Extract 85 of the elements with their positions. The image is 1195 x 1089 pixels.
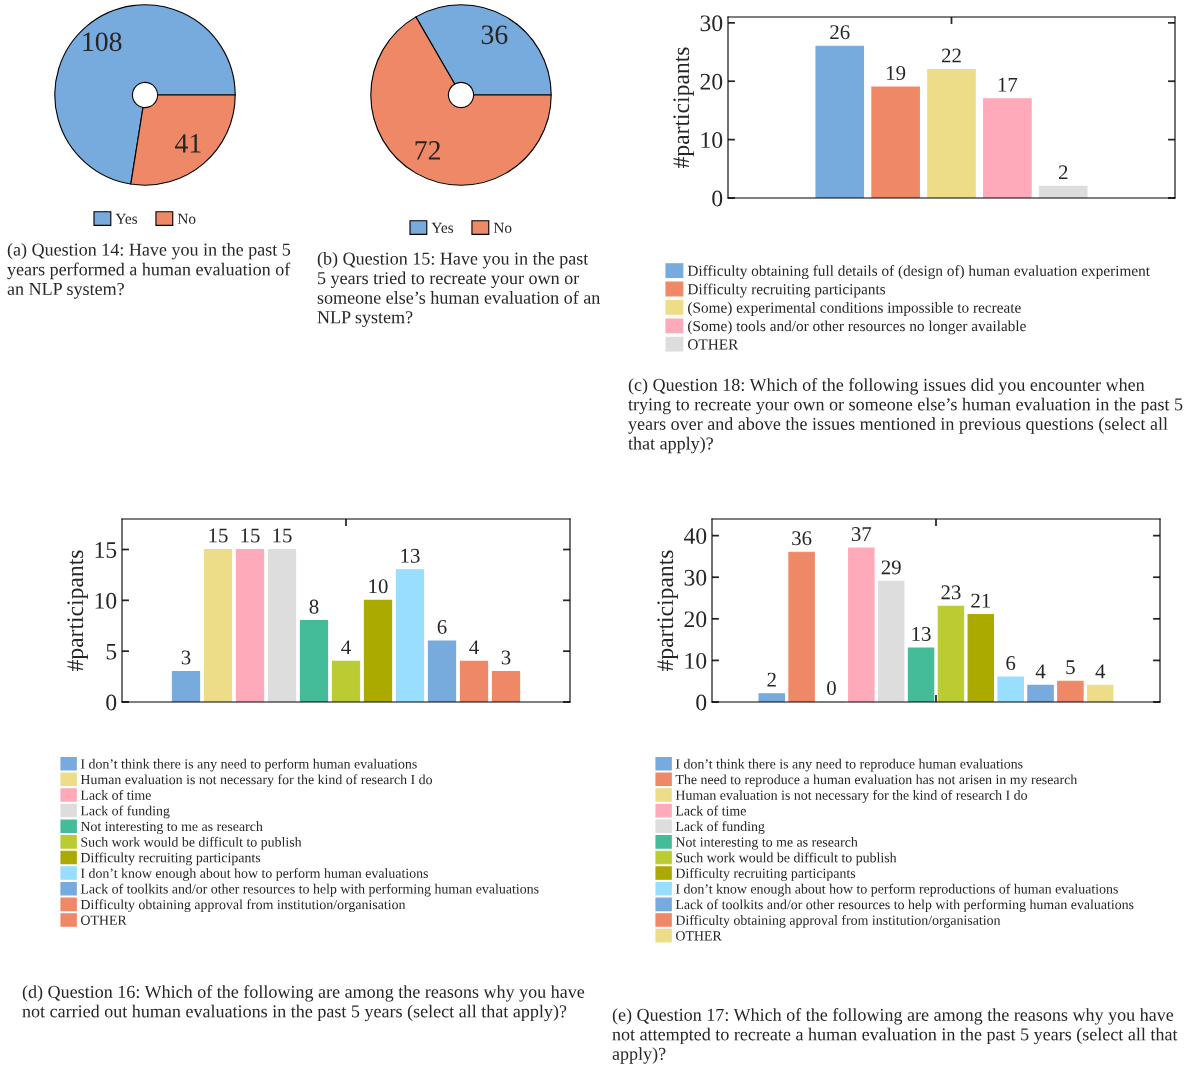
legend-label: OTHER — [675, 931, 722, 941]
text: (a) Question 14: Have you in the past 5 years performed a human evaluation of an NLP system? — [7, 243, 291, 299]
y-tick-label: 30 — [684, 569, 707, 586]
y-tick-label: 5 — [106, 643, 117, 660]
data-label: 3 — [501, 650, 511, 665]
legend-label: I don’t know enough about how to perform reproductions of human evaluations — [675, 883, 1118, 897]
legend-label: Not interesting to me as research — [675, 836, 858, 850]
legend-label: No — [493, 222, 512, 233]
y-axis-title: #participants — [657, 550, 678, 672]
data-label: 19 — [887, 66, 906, 81]
legend-label: Not interesting to me as research — [80, 821, 263, 834]
data-label: 6 — [1006, 656, 1016, 671]
legend-label: Such work would be difficult to publish — [81, 836, 302, 850]
y-tick-label: 40 — [683, 528, 707, 545]
legend-label: Difficulty obtaining approval from institution/organisation — [80, 899, 406, 913]
data-label: 23 — [941, 585, 961, 600]
data-label: 3 — [181, 650, 191, 665]
data-label: 4 — [1035, 664, 1046, 679]
legend-label: Difficulty obtaining full details of (design of) human evaluation experiment — [687, 265, 1150, 280]
data-label: 29 — [881, 560, 901, 575]
legend-label: Lack of toolkits and/or other resources to help with performing human evaluations — [675, 899, 1134, 913]
y-axis-title: #participants — [673, 47, 694, 169]
data-label: 4 — [1095, 664, 1106, 679]
text: (c) Question 18: Which of the following issues did you encounter when trying to recreate your own or someone else’s human evaluation in the past 5 years over and above the issues mentioned in previous questions (select all that apply)? — [628, 378, 1183, 454]
data-label: 15 — [209, 528, 228, 543]
data-label: 5 — [1066, 660, 1075, 675]
data-label: 13 — [912, 626, 931, 641]
legend-label: Such work would be difficult to publish — [676, 852, 897, 866]
y-tick-label: 20 — [684, 611, 707, 628]
legend-label: (Some) tools and/or other resources no longer available — [688, 320, 1026, 335]
legend-label: Human evaluation is not necessary for the kind of research I do — [675, 789, 1028, 803]
text: (d) Question 16: Which of the following are among the reasons why you have not carried out human evaluations in the past 5 years (select all that apply)? — [22, 985, 585, 1022]
legend-label: Yes — [115, 213, 138, 224]
data-label: 6 — [437, 619, 447, 634]
data-label: 22 — [942, 48, 961, 63]
legend-label: Lack of funding — [675, 821, 765, 834]
legend-label: No — [177, 213, 196, 224]
y-tick-label: 30 — [700, 15, 723, 32]
data-label: 13 — [401, 548, 420, 563]
data-label: 15 — [273, 528, 292, 543]
legend-label: OTHER — [688, 339, 739, 350]
data-label: 2 — [767, 672, 776, 687]
legend-label: Lack of toolkits and/or other resources to help with performing human evaluations — [80, 883, 539, 897]
y-tick-label: 15 — [95, 542, 117, 558]
text: (e) Question 17: Which of the following are among the reasons why you have not attempted to recreate a human evaluation in the past 5 years (select all that apply)? — [612, 1008, 1178, 1064]
legend-label: I don’t know enough about how to perform human evaluations — [80, 868, 428, 881]
data-label: 4 — [341, 640, 351, 655]
legend-label: Difficulty recruiting participants — [687, 283, 886, 298]
legend-label: Lack of funding — [80, 805, 170, 819]
legend-label: I don’t think there is any need to reproduce human evaluations — [675, 758, 1023, 772]
y-tick-label: 20 — [700, 73, 723, 90]
legend-label: Lack of time — [80, 789, 151, 800]
data-label: 17 — [998, 77, 1018, 92]
y-tick-label: 0 — [106, 694, 117, 711]
data-label: 37 — [851, 527, 872, 542]
data-label: 21 — [971, 593, 990, 608]
data-label: 0 — [827, 680, 836, 695]
legend-label: (Some) experimental conditions impossible to recreate — [688, 302, 1021, 316]
y-tick-label: 10 — [701, 132, 723, 149]
data-label: 72 — [415, 141, 440, 160]
legend-label: Yes — [431, 222, 454, 233]
y-tick-label: 10 — [685, 652, 707, 669]
legend-label: Difficulty recruiting participants — [80, 852, 261, 866]
data-label: 36 — [792, 531, 812, 546]
data-label: 15 — [241, 528, 260, 543]
legend-label: I don’t think there is any need to perform human evaluations — [80, 758, 417, 772]
y-axis-title: #participants — [67, 550, 88, 672]
legend-label: Difficulty obtaining approval from institution/organisation — [675, 914, 1001, 928]
data-label: 4 — [469, 640, 479, 655]
y-tick-label: 0 — [712, 190, 723, 207]
data-label: 41 — [174, 134, 201, 153]
data-label: 26 — [830, 25, 850, 40]
legend-label: Lack of time — [675, 805, 746, 816]
legend-label: The need to reproduce a human evaluation has not arisen in my research — [675, 774, 1078, 788]
data-label: 36 — [481, 25, 508, 45]
data-label: 108 — [83, 32, 122, 52]
data-label: 2 — [1058, 165, 1068, 180]
y-tick-label: 0 — [696, 694, 707, 711]
data-label: 8 — [309, 599, 319, 614]
data-label: 10 — [369, 579, 388, 594]
y-tick-label: 10 — [95, 592, 117, 609]
text: (b) Question 15: Have you in the past 5 years tried to recreate your own or someone else’s human evaluation of an NLP system? — [317, 252, 601, 328]
legend-label: Human evaluation is not necessary for the kind of research I do — [80, 774, 433, 788]
legend-label: Difficulty recruiting participants — [675, 868, 856, 881]
legend-label: OTHER — [80, 915, 127, 925]
